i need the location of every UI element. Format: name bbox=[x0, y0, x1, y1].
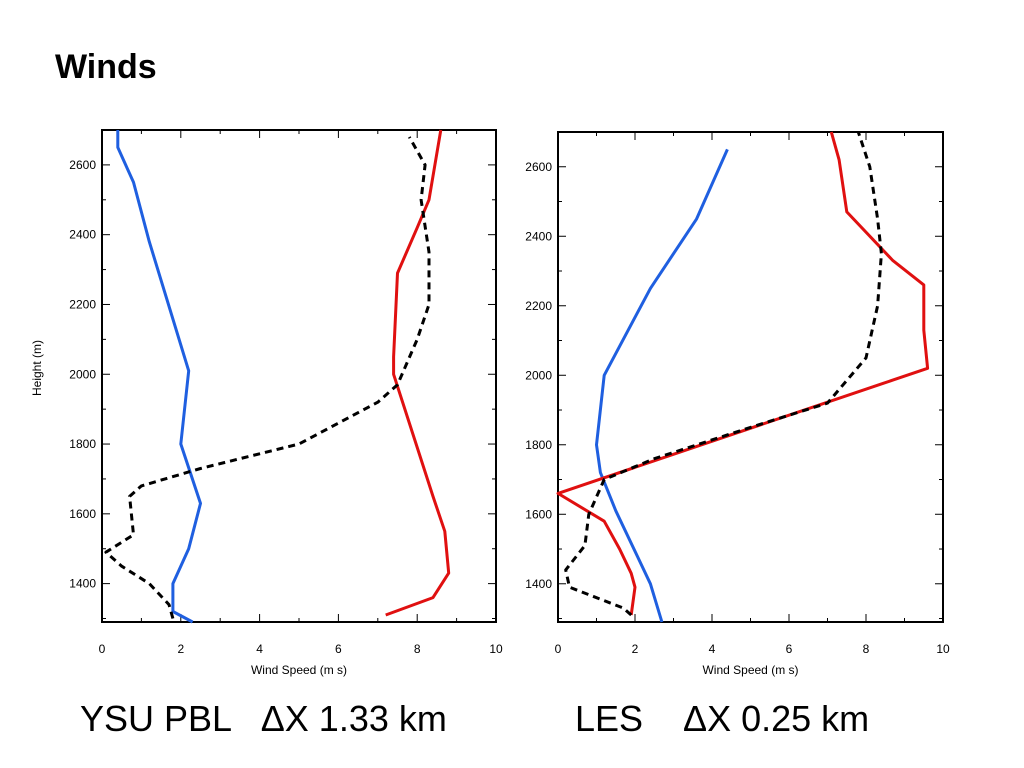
x-tick-label: 10 bbox=[936, 642, 950, 656]
x-tick-label: 8 bbox=[414, 642, 421, 656]
y-axis-label: Height (m) bbox=[30, 340, 44, 396]
y-tick-label: 1600 bbox=[69, 507, 96, 521]
red-line bbox=[556, 131, 930, 616]
x-tick-label: 2 bbox=[177, 642, 184, 656]
y-tick-label: 1400 bbox=[525, 577, 552, 591]
blue-line bbox=[116, 130, 202, 624]
x-tick-label: 0 bbox=[99, 642, 106, 656]
x-tick-label: 4 bbox=[256, 642, 263, 656]
y-tick-label: 2400 bbox=[69, 228, 96, 242]
y-tick-label: 2600 bbox=[525, 160, 552, 174]
y-tick-label: 1800 bbox=[525, 438, 552, 452]
x-tick-label: 0 bbox=[555, 642, 562, 656]
x-tick-label: 4 bbox=[709, 642, 716, 656]
y-tick-label: 2200 bbox=[525, 299, 552, 313]
left-wind-profile-chart: 0 2 4 6 8 10 1400 1600 1800 2000 2200 2400 2600 Wind … bbox=[30, 129, 503, 677]
red-line bbox=[385, 129, 451, 617]
y-tick-label: 2200 bbox=[69, 297, 96, 311]
caption-left: YSU PBL ΔX 1.33 km bbox=[80, 698, 447, 739]
slide-title: Winds bbox=[55, 48, 157, 86]
x-tick-label: 6 bbox=[335, 642, 342, 656]
y-tick-label: 1800 bbox=[69, 437, 96, 451]
y-tick-label: 1600 bbox=[525, 507, 552, 521]
blue-line bbox=[595, 148, 729, 623]
x-tick-label: 2 bbox=[632, 642, 639, 656]
dashed-black-line bbox=[564, 131, 883, 617]
plot-frame bbox=[557, 131, 944, 623]
plot-frame bbox=[101, 129, 497, 623]
x-tick-label: 6 bbox=[786, 642, 793, 656]
y-tick-label: 2000 bbox=[525, 368, 552, 382]
x-tick-label: 8 bbox=[863, 642, 870, 656]
y-tick-label: 2400 bbox=[525, 229, 552, 243]
x-tick-label: 10 bbox=[489, 642, 503, 656]
dashed-black-line bbox=[104, 136, 431, 619]
x-axis-label: Wind Speed (m s) bbox=[702, 663, 798, 677]
y-tick-label: 2600 bbox=[69, 158, 96, 172]
y-tick-label: 2000 bbox=[69, 367, 96, 381]
x-axis-label: Wind Speed (m s) bbox=[251, 663, 347, 677]
y-tick-label: 1400 bbox=[69, 577, 96, 591]
caption-right: LES ΔX 0.25 km bbox=[575, 698, 870, 739]
right-wind-profile-chart: 0 2 4 6 8 10 1400 1600 1800 2000 2200 2400 2600 Wind … bbox=[525, 131, 950, 677]
